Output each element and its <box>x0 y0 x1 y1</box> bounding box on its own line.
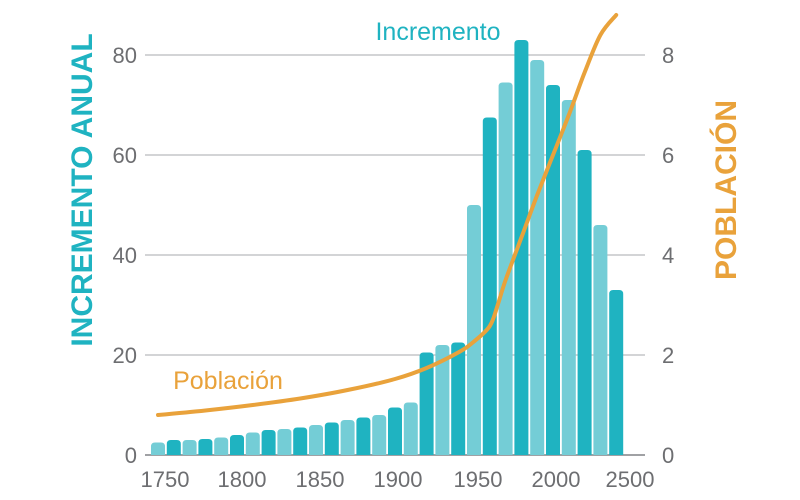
x-tick-label: 1750 <box>141 467 190 492</box>
increment-bar <box>403 402 418 455</box>
y-tick-label: 80 <box>113 43 137 68</box>
increment-annotation: Incremento <box>375 18 500 46</box>
x-tick-label: 1850 <box>296 467 345 492</box>
increment-bar <box>561 100 576 455</box>
increment-bar <box>546 85 560 455</box>
x-tick-label: 1900 <box>374 467 423 492</box>
increment-bar <box>324 422 339 455</box>
increment-bar <box>214 437 229 455</box>
increment-bar <box>182 440 197 455</box>
y-tick-label: 0 <box>125 443 137 468</box>
x-tick-label: 2000 <box>532 467 581 492</box>
increment-bar <box>482 117 497 455</box>
increment-bar <box>356 417 371 455</box>
increment-bar <box>577 150 592 455</box>
increment-bar <box>309 425 323 455</box>
y2-tick-label: 2 <box>662 343 674 368</box>
increment-bars <box>151 40 624 455</box>
increment-bar <box>498 82 513 455</box>
increment-bar <box>609 290 624 455</box>
increment-bar <box>530 60 545 455</box>
y-tick-label: 40 <box>113 243 137 268</box>
increment-bar <box>340 420 355 455</box>
increment-bar <box>230 435 244 455</box>
increment-bar <box>198 439 213 455</box>
y-tick-label: 20 <box>113 343 137 368</box>
x-tick-label: 2500 <box>606 467 655 492</box>
increment-bar <box>151 442 165 455</box>
y2-tick-label: 8 <box>662 43 674 68</box>
increment-bar <box>435 345 450 455</box>
y2-tick-label: 0 <box>662 443 674 468</box>
increment-bar <box>372 415 387 455</box>
increment-bar <box>514 40 529 455</box>
y2-tick-label: 4 <box>662 243 674 268</box>
increment-bar <box>245 432 260 455</box>
increment-bar <box>261 430 276 455</box>
y2-tick-label: 6 <box>662 143 674 168</box>
increment-bar <box>277 429 292 455</box>
population-line-group <box>156 13 619 417</box>
y2-axis-title: POBLACIÓN <box>709 100 743 280</box>
population-line <box>156 13 619 417</box>
increment-bar <box>451 342 466 455</box>
increment-bar <box>293 427 308 455</box>
y2-tick-labels: 0 2 4 6 8 <box>662 43 674 468</box>
increment-bar <box>467 205 481 455</box>
increment-bar <box>166 440 181 455</box>
x-tick-label: 1950 <box>454 467 503 492</box>
x-tick-labels: 1750 1800 1850 1900 1950 2000 2500 <box>141 467 655 492</box>
y-axis-title: INCREMENTO ANUAL <box>66 33 99 346</box>
x-tick-label: 1800 <box>218 467 267 492</box>
increment-bar <box>419 352 434 455</box>
y-tick-label: 60 <box>113 143 137 168</box>
increment-bar <box>388 407 402 455</box>
increment-bar <box>593 225 608 455</box>
y-tick-labels: 0 20 40 60 80 <box>113 43 137 468</box>
population-annotation: Población <box>173 367 283 395</box>
